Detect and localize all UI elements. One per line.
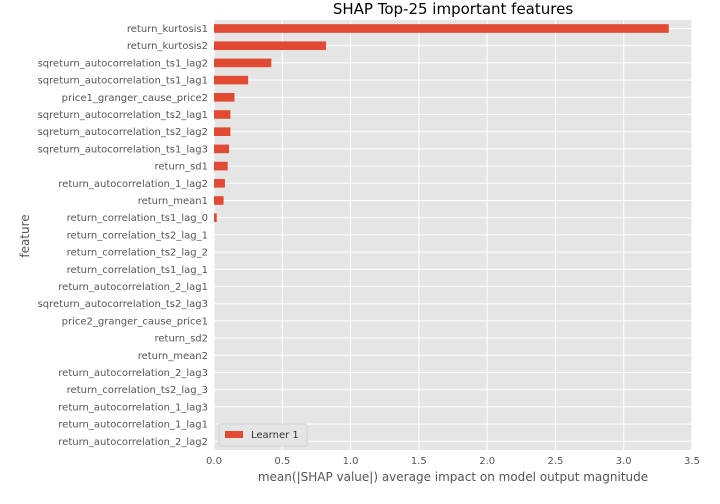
y-tick-label: return_sd2 (155, 334, 209, 345)
x-axis-label: mean(|SHAP value|) average impact on mod… (258, 470, 648, 484)
x-tick-label: 2.0 (479, 456, 495, 467)
y-tick-label: sqreturn_autocorrelation_ts1_lag1 (38, 76, 208, 87)
x-tick-label: 1.0 (343, 456, 359, 467)
y-tick-label: price2_granger_cause_price1 (62, 316, 208, 327)
chart-title: SHAP Top-25 important features (333, 0, 573, 18)
y-tick-label: sqreturn_autocorrelation_ts1_lag3 (38, 144, 208, 155)
y-tick-label: return_autocorrelation_1_lag3 (58, 402, 208, 413)
y-tick-label: return_kurtosis1 (127, 24, 208, 35)
y-tick-label: sqreturn_autocorrelation_ts2_lag1 (38, 110, 208, 121)
y-tick-label: return_mean2 (138, 351, 208, 362)
x-tick-label: 0.5 (274, 456, 290, 467)
x-tick-labels: 0.0 0.5 1.0 1.5 2.0 2.5 3.0 3.5 (206, 456, 700, 467)
bar (214, 110, 231, 119)
bar (214, 179, 225, 188)
y-tick-labels: return_kurtosis1 return_kurtosis2 sqreturn… (38, 24, 208, 448)
y-tick-label: sqreturn_autocorrelation_ts1_lag2 (38, 58, 208, 69)
y-tick-label: return_autocorrelation_1_lag2 (58, 179, 208, 190)
legend-label: Learner 1 (251, 430, 299, 441)
y-tick-label: sqreturn_autocorrelation_ts2_lag2 (38, 127, 208, 138)
bars (214, 24, 669, 222)
bar (214, 24, 669, 33)
y-tick-label: return_kurtosis2 (127, 41, 208, 52)
y-tick-label: return_mean1 (138, 196, 208, 207)
x-tick-label: 3.0 (616, 456, 632, 467)
bar (214, 127, 231, 136)
bar (214, 161, 228, 171)
x-tick-label: 1.5 (411, 456, 427, 467)
x-tick-label: 2.5 (547, 456, 563, 467)
y-tick-label: return_autocorrelation_2_lag2 (58, 437, 208, 448)
x-tick-label: 3.5 (684, 456, 700, 467)
y-tick-label: return_correlation_ts2_lag_1 (67, 230, 208, 241)
y-axis-label: feature (18, 214, 32, 257)
y-tick-label: return_correlation_ts1_lag_1 (67, 265, 208, 276)
bar (214, 196, 224, 205)
y-tick-label: return_correlation_ts1_lag_0 (67, 213, 208, 224)
legend-box (218, 423, 308, 447)
y-tick-label: sqreturn_autocorrelation_ts2_lag3 (38, 299, 208, 310)
y-tick-label: return_autocorrelation_2_lag1 (58, 282, 208, 293)
y-tick-label: return_correlation_ts2_lag_3 (67, 385, 208, 396)
y-tick-label: return_autocorrelation_2_lag3 (58, 368, 208, 379)
y-tick-label: return_correlation_ts2_lag_2 (67, 248, 208, 259)
x-tick-label: 0.0 (206, 456, 222, 467)
y-tick-label: return_autocorrelation_1_lag1 (58, 420, 208, 431)
bar (214, 93, 235, 102)
legend-swatch (225, 431, 243, 438)
bar (214, 41, 326, 50)
bar (214, 75, 249, 85)
bar (214, 144, 230, 154)
y-tick-label: price1_granger_cause_price2 (62, 93, 208, 104)
bar (214, 58, 272, 68)
y-tick-label: return_sd1 (155, 162, 209, 173)
bar (214, 213, 217, 222)
legend: Learner 1 (218, 423, 308, 447)
